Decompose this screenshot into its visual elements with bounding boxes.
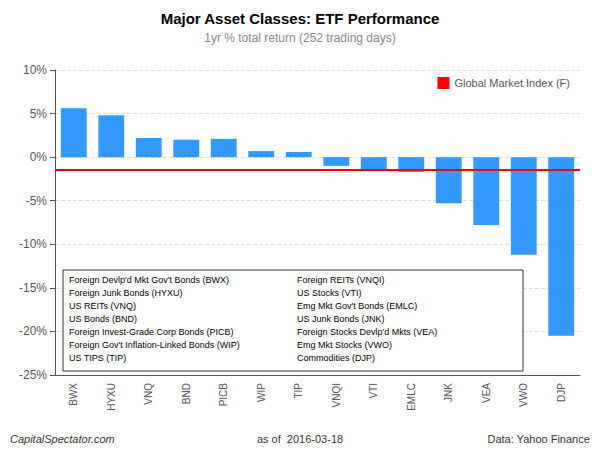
svg-text:VTI: VTI bbox=[368, 383, 379, 399]
svg-text:Foreign Gov't Inflation-Linked: Foreign Gov't Inflation-Linked Bonds (WI… bbox=[69, 340, 240, 350]
svg-text:JNK: JNK bbox=[443, 383, 454, 402]
svg-text:US TIPS (TIP): US TIPS (TIP) bbox=[69, 353, 126, 363]
svg-text:Foreign Stocks Devlp'd Mkts (V: Foreign Stocks Devlp'd Mkts (VEA) bbox=[297, 327, 437, 337]
svg-text:PICB: PICB bbox=[218, 383, 229, 407]
svg-text:-20%: -20% bbox=[19, 324, 47, 338]
svg-text:-25%: -25% bbox=[19, 368, 47, 382]
svg-text:US Stocks (VTI): US Stocks (VTI) bbox=[297, 288, 362, 298]
svg-text:-15%: -15% bbox=[19, 281, 47, 295]
svg-text:Major Asset Classes: ETF Perfo: Major Asset Classes: ETF Performance bbox=[161, 10, 440, 27]
svg-text:Emg Mkt Gov't Bonds (EMLC): Emg Mkt Gov't Bonds (EMLC) bbox=[297, 301, 417, 311]
svg-text:VWO: VWO bbox=[518, 383, 529, 407]
svg-text:-5%: -5% bbox=[26, 194, 48, 208]
svg-text:Global Market Index (F): Global Market Index (F) bbox=[454, 77, 570, 89]
svg-text:1yr % total return (252 tradin: 1yr % total return (252 trading days) bbox=[204, 31, 395, 45]
svg-text:US REITs (VNQ): US REITs (VNQ) bbox=[69, 301, 136, 311]
svg-text:5%: 5% bbox=[30, 107, 48, 121]
svg-text:US Bonds (BND): US Bonds (BND) bbox=[69, 314, 137, 324]
svg-text:Foreign REITs (VNQI): Foreign REITs (VNQI) bbox=[297, 275, 385, 285]
svg-text:WIP: WIP bbox=[256, 383, 267, 402]
svg-text:Data: Yahoo Finance: Data: Yahoo Finance bbox=[487, 433, 589, 445]
svg-text:Emg Mkt Stocks (VWO): Emg Mkt Stocks (VWO) bbox=[297, 340, 392, 350]
svg-text:DJP: DJP bbox=[556, 383, 567, 402]
svg-text:VNQ: VNQ bbox=[143, 383, 154, 405]
svg-text:Foreign Devlp'd Mkt Gov't Bond: Foreign Devlp'd Mkt Gov't Bonds (BWX) bbox=[69, 275, 229, 285]
svg-text:Foreign Junk Bonds (HYXU): Foreign Junk Bonds (HYXU) bbox=[69, 288, 183, 298]
svg-text:HYXU: HYXU bbox=[106, 383, 117, 411]
svg-text:US Junk Bonds (JNK): US Junk Bonds (JNK) bbox=[297, 314, 385, 324]
svg-text:-10%: -10% bbox=[19, 237, 47, 251]
svg-text:10%: 10% bbox=[23, 63, 47, 77]
svg-text:Foreign Invest-Grade Corp Bond: Foreign Invest-Grade Corp Bonds (PICB) bbox=[69, 327, 234, 337]
svg-text:CapitalSpectator.com: CapitalSpectator.com bbox=[10, 433, 115, 445]
svg-text:as of 2016-03-18: as of 2016-03-18 bbox=[257, 433, 343, 445]
svg-text:VNQI: VNQI bbox=[331, 383, 342, 407]
svg-text:0%: 0% bbox=[30, 150, 48, 164]
svg-text:Commodities (DJP): Commodities (DJP) bbox=[297, 353, 375, 363]
svg-text:EMLC: EMLC bbox=[406, 383, 417, 411]
svg-text:BND: BND bbox=[181, 383, 192, 404]
svg-text:VEA: VEA bbox=[481, 383, 492, 403]
svg-text:BWX: BWX bbox=[68, 383, 79, 406]
svg-text:TIP: TIP bbox=[293, 383, 304, 399]
